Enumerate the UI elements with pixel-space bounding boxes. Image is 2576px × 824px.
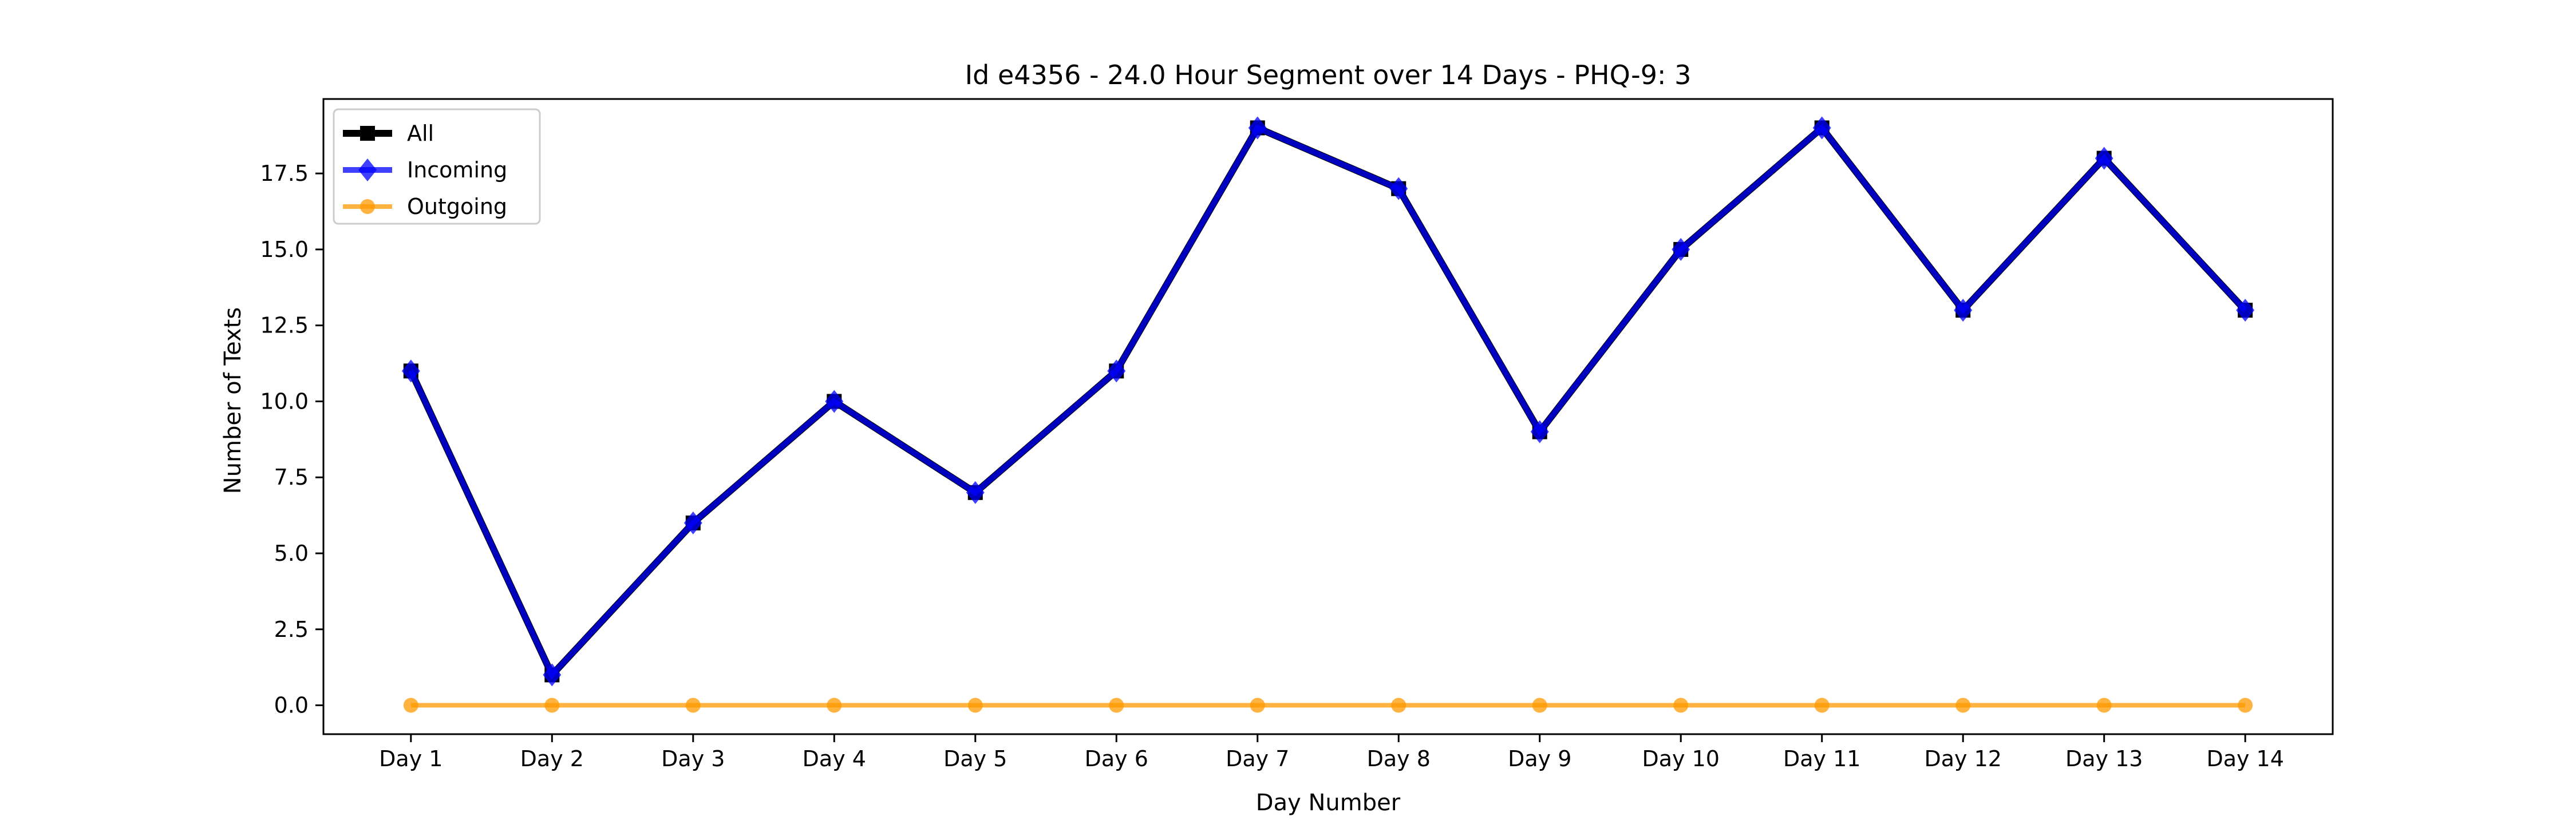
point-incoming-11 [1812, 116, 1831, 140]
point-incoming-1 [401, 359, 420, 383]
x-tick-label-4: Day 4 [803, 746, 866, 771]
x-tick-label-11: Day 11 [1783, 746, 1860, 771]
point-incoming-10 [1672, 237, 1690, 261]
x-tick-label-3: Day 3 [661, 746, 725, 771]
legend-marker-outgoing [360, 199, 375, 214]
plot-frame [322, 98, 2334, 735]
legend-marker-incoming [358, 159, 377, 181]
y-tick-label-3: 5.0 [274, 541, 309, 566]
y-tick-label-4: 7.5 [274, 465, 309, 490]
x-tick-label-7: Day 7 [1226, 746, 1289, 771]
legend-box [333, 108, 541, 225]
point-outgoing-13 [2096, 698, 2112, 713]
x-tick-label-2: Day 2 [520, 746, 584, 771]
y-tick-label-8: 17.5 [260, 161, 309, 186]
x-tick-label-6: Day 6 [1085, 746, 1148, 771]
legend-marker-all [360, 126, 375, 141]
point-incoming-5 [966, 481, 985, 504]
point-outgoing-12 [1955, 698, 1971, 713]
x-tick-label-14: Day 14 [2206, 746, 2283, 771]
point-incoming-9 [1530, 420, 1549, 443]
series-line-incoming [408, 124, 2247, 680]
point-incoming-12 [1954, 299, 1973, 322]
point-outgoing-11 [1814, 698, 1830, 713]
point-incoming-6 [1107, 359, 1126, 383]
y-tick-label-2: 2.5 [274, 617, 309, 642]
x-tick-label-8: Day 8 [1367, 746, 1431, 771]
point-incoming-8 [1389, 177, 1408, 200]
legend-label-outgoing: Outgoing [407, 194, 507, 219]
point-outgoing-4 [827, 698, 842, 713]
point-outgoing-6 [1109, 698, 1124, 713]
point-outgoing-3 [685, 698, 701, 713]
point-outgoing-2 [544, 698, 560, 713]
y-axis-label: Number of Texts [220, 307, 246, 494]
point-outgoing-14 [2238, 698, 2253, 713]
y-tick-label-7: 15.0 [260, 237, 309, 262]
point-incoming-7 [1248, 116, 1267, 140]
series-line-all [408, 122, 2248, 682]
point-incoming-13 [2095, 146, 2113, 170]
y-tick-label-5: 10.0 [260, 389, 309, 414]
x-tick-label-10: Day 10 [1642, 746, 1719, 771]
y-tick-label-6: 12.5 [260, 313, 309, 338]
x-tick-label-12: Day 12 [1924, 746, 2001, 771]
point-outgoing-8 [1391, 698, 1406, 713]
point-incoming-4 [825, 390, 844, 413]
point-incoming-14 [2236, 299, 2255, 322]
y-tick-label-1: 0.0 [274, 693, 309, 718]
legend-label-incoming: Incoming [407, 157, 507, 183]
point-outgoing-10 [1673, 698, 1689, 713]
x-tick-label-5: Day 5 [943, 746, 1007, 771]
point-outgoing-9 [1532, 698, 1547, 713]
point-outgoing-7 [1250, 698, 1265, 713]
chart-title: Id e4356 - 24.0 Hour Segment over 14 Day… [965, 60, 1692, 90]
x-tick-label-1: Day 1 [379, 746, 442, 771]
x-tick-label-9: Day 9 [1508, 746, 1571, 771]
legend-label-all: All [407, 121, 434, 146]
x-axis-label: Day Number [1256, 790, 1401, 816]
point-outgoing-1 [403, 698, 418, 713]
point-incoming-3 [683, 511, 702, 534]
point-incoming-2 [543, 663, 562, 687]
x-tick-label-13: Day 13 [2065, 746, 2143, 771]
point-outgoing-5 [967, 698, 983, 713]
